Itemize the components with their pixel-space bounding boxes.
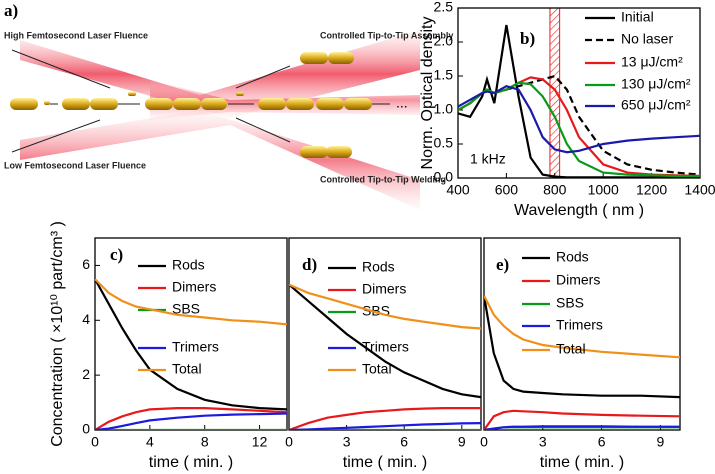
y-tick-label: 4 bbox=[82, 311, 90, 327]
series-line bbox=[484, 409, 680, 430]
x-tick-label: 9 bbox=[458, 434, 466, 450]
diagram-label: Controlled Tip-to-Tip Welding bbox=[320, 174, 446, 184]
plot-frame bbox=[483, 237, 681, 431]
x-tick-label: 6 bbox=[598, 434, 606, 450]
y-tick-label: 2.5 bbox=[434, 0, 454, 15]
series-line bbox=[484, 425, 680, 430]
chart-panel: 0 3 6 9 time ( min. ) e) Rods Dimers SBS Trimers T… bbox=[480, 237, 681, 471]
laser-beam bbox=[20, 110, 420, 210]
legend-label: Rods bbox=[362, 259, 395, 275]
x-axis-label: time ( min. ) bbox=[540, 454, 624, 471]
x-tick-label: 400 bbox=[446, 182, 470, 198]
arrows bbox=[11, 49, 390, 153]
series-line bbox=[458, 85, 700, 154]
x-tick-label: 3 bbox=[539, 434, 547, 450]
legend-label: Rods bbox=[556, 249, 589, 265]
series-line bbox=[484, 295, 680, 359]
x-tick-label: 1000 bbox=[588, 182, 619, 198]
x-tick-label: 800 bbox=[543, 182, 567, 198]
series-line bbox=[484, 295, 680, 399]
legend-label: No laser bbox=[621, 31, 673, 47]
x-tick-label: 0 bbox=[285, 434, 293, 450]
legend-label: Dimers bbox=[172, 279, 216, 295]
series-line bbox=[95, 407, 287, 430]
x-tick-label: 600 bbox=[495, 182, 519, 198]
x-axis-label: time ( min. ) bbox=[343, 454, 427, 471]
annotation: 1 kHz bbox=[470, 151, 506, 167]
legend-label: SBS bbox=[172, 301, 200, 317]
x-axis-label: Wavelength ( nm ) bbox=[514, 202, 644, 219]
series-line bbox=[289, 407, 481, 430]
legend-label: Total bbox=[556, 341, 586, 357]
x-tick-label: 4 bbox=[146, 434, 154, 450]
chart-panel: 400 600 800 1000 1200 1400 0.0 0.5 1.0 1.5 2.0 2.5 W… bbox=[419, 0, 715, 219]
y-tick-label: 1.5 bbox=[434, 67, 454, 83]
y-tick-label: 2 bbox=[82, 366, 90, 382]
legend-label: 650 μJ/cm² bbox=[621, 97, 691, 113]
series-line bbox=[289, 283, 481, 399]
legend-label: SBS bbox=[362, 303, 390, 319]
legend-label: Total bbox=[362, 361, 392, 377]
y-axis-label: Concentration ( ×10¹⁰ part/cm³ ) bbox=[49, 221, 66, 447]
chart-panel: 0 3 6 9 time ( min. ) d) Rods Dimers SBS Trimers T… bbox=[285, 237, 482, 471]
diagram-label: Low Femtosecond Laser Fluence bbox=[4, 160, 146, 170]
panel-label: a) bbox=[4, 1, 18, 20]
panel-label: e) bbox=[496, 255, 509, 274]
ellipsis: ... bbox=[396, 95, 408, 111]
y-tick-label: 0 bbox=[82, 421, 90, 437]
series-line bbox=[95, 412, 287, 430]
legend-label: Rods bbox=[172, 257, 205, 273]
legend-label: SBS bbox=[556, 295, 584, 311]
legend-label: Dimers bbox=[556, 272, 600, 288]
panel-label: d) bbox=[302, 255, 317, 274]
series-line bbox=[95, 278, 287, 326]
panel-label: c) bbox=[110, 245, 123, 264]
legend-label: Trimers bbox=[172, 339, 219, 355]
x-tick-label: 0 bbox=[91, 434, 99, 450]
nanorods bbox=[10, 52, 372, 158]
diagram-label: Controlled Tip-to-Tip Assembly bbox=[320, 30, 453, 40]
panel-label: b) bbox=[520, 29, 535, 48]
x-axis-label: time ( min. ) bbox=[149, 454, 233, 471]
legend-label: Total bbox=[172, 361, 202, 377]
panel-a: a) High Femtosecond Laser Fluence Low Fe… bbox=[4, 1, 453, 210]
x-tick-label: 9 bbox=[657, 434, 665, 450]
x-tick-label: 3 bbox=[343, 434, 351, 450]
series-line bbox=[289, 283, 481, 330]
y-tick-label: 2.0 bbox=[434, 33, 454, 49]
series-line bbox=[289, 422, 481, 430]
series-line bbox=[458, 81, 700, 178]
legend-label: Trimers bbox=[362, 339, 409, 355]
legend-label: Initial bbox=[621, 9, 654, 25]
legend-label: Dimers bbox=[362, 281, 406, 297]
y-tick-label: 1.0 bbox=[434, 101, 454, 117]
diagram-label: High Femtosecond Laser Fluence bbox=[4, 30, 148, 40]
legend-label: Trimers bbox=[556, 317, 603, 333]
x-tick-label: 8 bbox=[201, 434, 209, 450]
y-tick-label: 6 bbox=[82, 256, 90, 272]
y-tick-label: 0.0 bbox=[434, 169, 454, 185]
highlight-band bbox=[549, 7, 561, 179]
x-tick-label: 1200 bbox=[636, 182, 667, 198]
x-tick-label: 6 bbox=[400, 434, 408, 450]
y-tick-label: 0.5 bbox=[434, 135, 454, 151]
x-tick-label: 0 bbox=[480, 434, 488, 450]
legend-label: 13 μJ/cm² bbox=[621, 54, 683, 70]
series-line bbox=[95, 278, 287, 411]
chart-panel: 0 4 8 12 0 2 4 6 time ( min. ) Concentration ( ×1… bbox=[49, 221, 288, 471]
x-tick-label: 1400 bbox=[684, 182, 715, 198]
series-line bbox=[458, 24, 700, 178]
legend-label: 130 μJ/cm² bbox=[621, 76, 691, 92]
y-axis-label: Norm. Optical density bbox=[419, 17, 436, 170]
x-tick-label: 12 bbox=[252, 434, 268, 450]
